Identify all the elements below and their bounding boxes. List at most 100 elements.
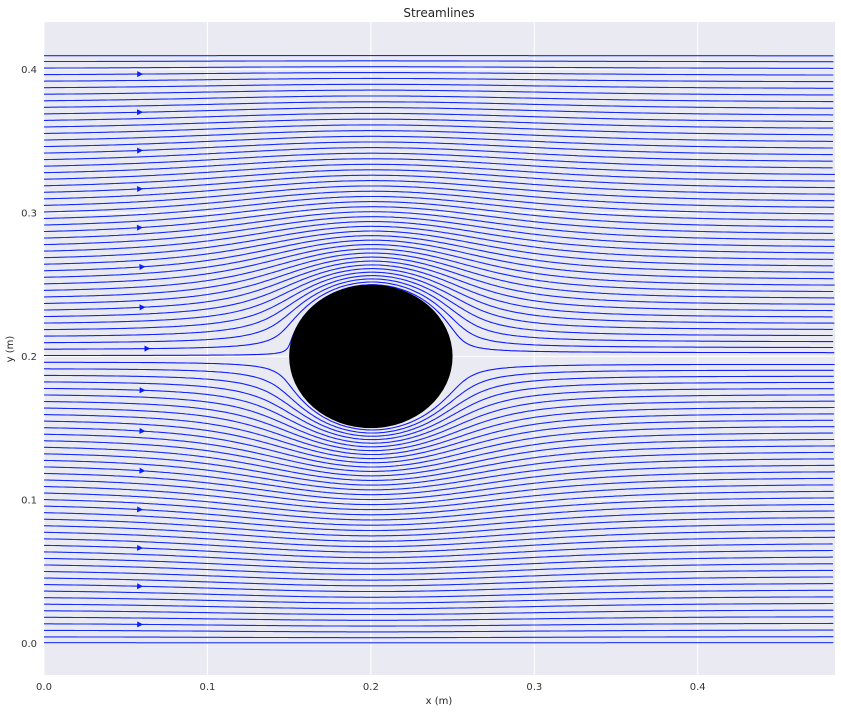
streamline-64 [44,201,834,228]
flow-arrow-57 [139,264,146,270]
streamline-20 [44,510,835,532]
streamline-68 [44,180,835,202]
flow-arrow-33 [139,427,146,434]
streamline-42 [44,368,834,434]
streamline-66 [44,190,834,215]
streamline-30 [44,445,835,481]
x-tick-labels: 0.0 0.1 0.2 0.3 0.4 [36,682,706,693]
streamline-10 [44,576,834,587]
streamline-70 [44,169,835,189]
streamline-88 [44,66,834,69]
streamline-77 [44,130,833,142]
streamline-65 [44,195,834,221]
streamline-31 [44,438,835,477]
y-tick-label-3: 0.3 [21,208,37,219]
streamline-67 [44,185,835,208]
streamline-74 [44,147,833,162]
streamline-63 [44,206,833,234]
streamline-51 [44,260,833,312]
streamline-25 [44,477,833,506]
streamline-50 [44,264,833,318]
streamline-40 [44,381,835,441]
streamline-18 [44,523,835,542]
streamline-81 [44,107,834,116]
streamline-71 [44,163,835,182]
streamline-89 [44,60,834,63]
streamline-62 [44,211,835,241]
streamline-57 [44,235,835,273]
streamline-34 [44,419,834,464]
streamline-27 [44,464,835,496]
streamline-13 [44,556,833,570]
flow-arrow-69 [136,186,144,192]
streamline-11 [44,569,833,581]
streamline-55 [44,244,835,286]
streamline-53 [44,252,835,299]
flow-arrow-63 [136,224,143,231]
streamline-22 [44,497,834,521]
streamline-87 [44,72,834,76]
streamline-35 [44,413,834,460]
streamline-49 [44,268,835,324]
flow-arrow-9 [137,583,144,590]
y-tick-label-4: 0.4 [21,65,37,76]
streamline-46 [44,278,834,344]
flow-arrow-81 [137,109,144,116]
streamline-86 [44,77,834,83]
flow-arrow-51 [139,304,146,311]
x-tick-label-4: 0.4 [690,682,706,693]
y-tick-label-2: 0.2 [21,352,37,363]
streamline-32 [44,432,834,472]
streamline-28 [44,458,834,491]
streamline-26 [44,471,835,501]
streamline-9 [44,583,834,593]
streamline-23 [44,490,834,516]
flow-arrow-45 [144,345,151,352]
flow-arrow-27 [139,467,146,474]
streamline-78 [44,124,833,136]
streamline-36 [44,406,835,456]
streamline-82 [44,101,834,109]
streamline-7 [44,596,834,604]
streamline-56 [44,239,834,280]
streamline-43 [44,361,835,431]
streamline-8 [44,589,834,598]
streamline-85 [44,83,834,89]
streamline-21 [44,503,835,526]
streamline-45 [44,281,834,350]
streamline-16 [44,536,835,553]
streamline-60 [44,221,834,254]
streamline-29 [44,451,834,486]
flow-arrow-3 [137,621,144,628]
streamline-41 [44,374,834,437]
y-axis-label: y (m) [5,336,16,363]
streamline-69 [44,174,835,195]
streamline-4 [44,616,834,621]
streamline-52 [44,256,835,305]
streamline-19 [44,517,835,537]
streamline-84 [44,89,834,96]
streamline-75 [44,141,833,156]
x-tick-label-2: 0.2 [363,682,379,693]
x-axis-label: x (m) [426,696,453,707]
streamline-6 [44,602,834,610]
streamline-2 [44,629,834,633]
streamline-54 [44,248,834,293]
y-tick-label-1: 0.1 [21,495,37,506]
x-tick-label-3: 0.3 [526,682,542,693]
flow-arrow-21 [136,506,144,513]
flow-arrows [136,71,151,628]
streamline-33 [44,426,835,468]
flow-arrow-39 [139,387,146,394]
streamline-61 [44,216,835,247]
flow-arrow-87 [137,71,144,78]
streamline-79 [44,118,834,129]
x-tick-label-1: 0.1 [199,682,215,693]
y-tick-labels: 0.0 0.1 0.2 0.3 0.4 [21,65,37,650]
streamline-1 [44,636,834,639]
flow-arrow-75 [136,147,144,154]
streamline-5 [44,609,834,616]
streamline-24 [44,484,834,511]
streamline-47 [44,275,833,337]
